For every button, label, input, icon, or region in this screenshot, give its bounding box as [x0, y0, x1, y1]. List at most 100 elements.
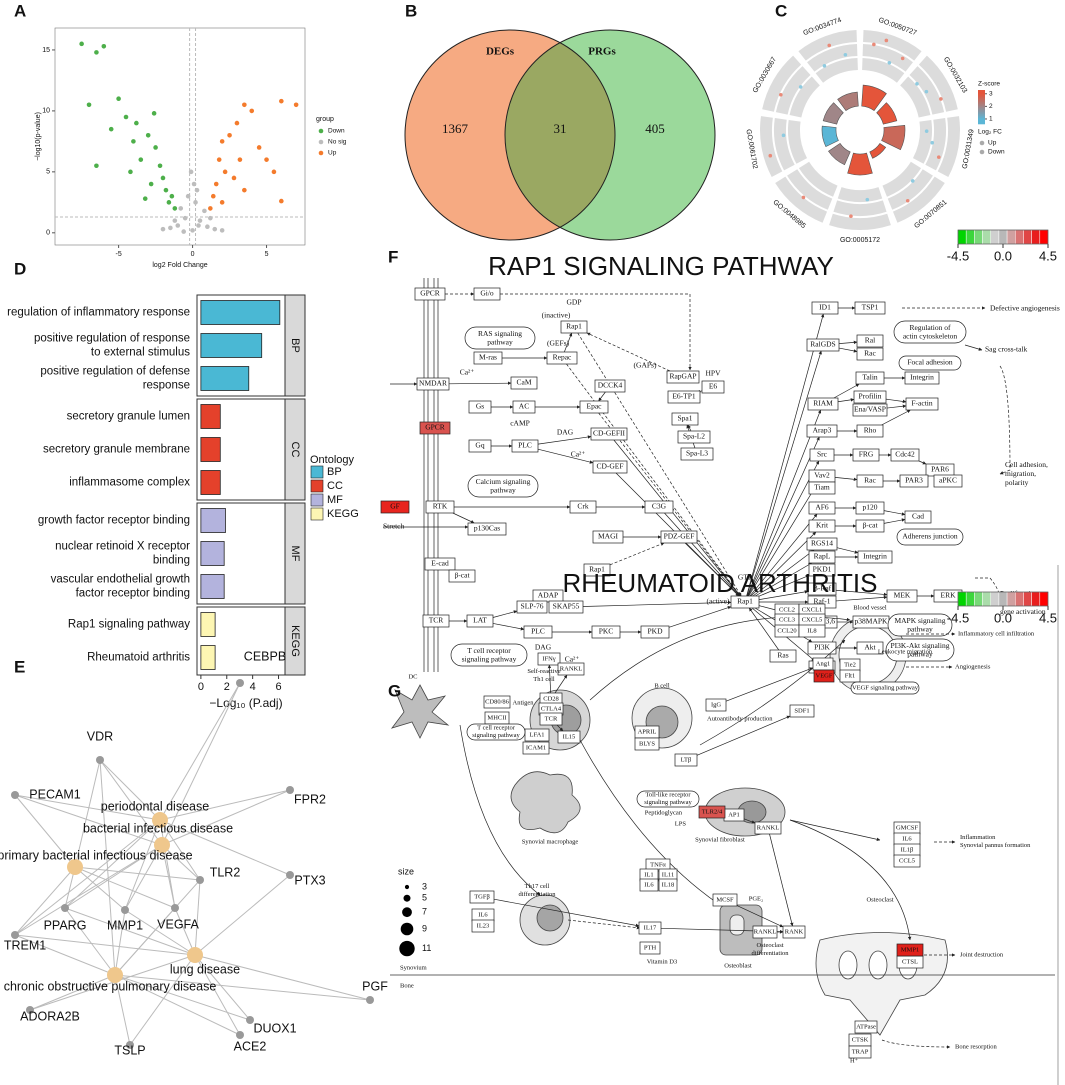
- gene-point: [798, 85, 803, 89]
- gene-box: [658, 878, 678, 892]
- legend-label: No sig: [328, 139, 347, 146]
- gene-label: CD-GEF: [596, 462, 623, 471]
- point: [175, 223, 181, 228]
- gene-label: Ang1: [816, 660, 830, 667]
- gene-label: IL6: [902, 835, 912, 842]
- point: [193, 200, 198, 205]
- zscore-bar: [861, 84, 887, 112]
- pathway-arrow: [755, 562, 812, 597]
- note: DAG: [535, 643, 552, 652]
- colorbar-cell: [1031, 591, 1041, 607]
- category-label: secretory granule lumen: [67, 411, 190, 423]
- bar: [200, 470, 221, 495]
- bar: [200, 404, 221, 429]
- point: [178, 206, 184, 211]
- gene-label: Profilin: [859, 392, 882, 401]
- venn-count: 31: [554, 121, 567, 136]
- colorbar-cell: [978, 102, 985, 105]
- colorbar-cell: [990, 591, 1000, 607]
- note: Autoantibody production: [707, 715, 773, 722]
- colorbar-cell: [982, 591, 991, 607]
- gene-label: ICAM1: [526, 744, 546, 751]
- colorbar-cell: [978, 92, 985, 95]
- colorbar-cell: [1006, 591, 1016, 607]
- pathway-connector: [964, 344, 983, 351]
- bar: [200, 645, 216, 670]
- point: [148, 181, 154, 187]
- pathway-arrow: [493, 898, 640, 928]
- point: [197, 218, 203, 223]
- note: cAMP: [510, 419, 530, 428]
- node-label: bacterial infectious disease: [83, 821, 233, 835]
- gene-label: Spa-L3: [686, 449, 708, 458]
- note: (active): [707, 597, 730, 606]
- gene-box: [579, 400, 609, 414]
- note: Stretch: [383, 522, 404, 531]
- legend-label: Down: [328, 128, 345, 135]
- gene-label: TNFα: [650, 861, 666, 868]
- pathway-arrow: [563, 332, 573, 353]
- panel-label: G: [388, 681, 401, 700]
- facet-label: KEGG: [289, 625, 301, 657]
- membrane: [423, 278, 439, 672]
- point: [202, 208, 207, 214]
- gene-box: [510, 376, 538, 390]
- point: [242, 187, 247, 193]
- node-label: PECAM1: [29, 787, 80, 801]
- gene-label: Vav2: [814, 471, 830, 480]
- colorbar-cell: [1039, 591, 1049, 607]
- network-edge: [64, 844, 163, 909]
- pathway-arrow: [736, 905, 784, 928]
- panel-label: D: [14, 259, 26, 278]
- gene-label: aPKC: [939, 476, 957, 485]
- network-edge: [174, 907, 196, 956]
- gene-label: APRIL: [638, 728, 657, 735]
- network-edge: [159, 819, 176, 909]
- category-label: positive regulation of defense response: [40, 366, 190, 392]
- size-label: 9: [422, 923, 427, 933]
- gene-point: [779, 92, 783, 97]
- colorbar-cell: [1023, 229, 1032, 245]
- pathway-arrow: [746, 313, 825, 597]
- node-label: VDR: [87, 729, 113, 743]
- note: DC: [408, 673, 417, 680]
- ring-band: [882, 161, 922, 197]
- gene-label: E6-TP1: [672, 392, 696, 401]
- pathway-link: [893, 320, 967, 344]
- gene-label: TGFβ: [474, 893, 490, 900]
- note: Ca²⁺: [571, 450, 586, 459]
- pathway-arrow: [769, 833, 794, 927]
- network-edge: [194, 954, 371, 1001]
- node-label: ADORA2B: [20, 1009, 80, 1023]
- legend-label: KEGG: [327, 508, 359, 520]
- ring-band: [774, 118, 795, 171]
- gene-label: E-cad: [431, 559, 449, 568]
- pathway-arrow: [725, 667, 814, 702]
- gene-box: [511, 439, 539, 453]
- gene-box: [591, 625, 621, 639]
- note: Osteoblast: [724, 962, 752, 969]
- gene-label: CaM: [517, 378, 532, 387]
- gene-label: NMDAR: [419, 379, 447, 388]
- gene-label: TCR: [545, 715, 558, 722]
- network-edge: [194, 954, 241, 1036]
- gene-label: B-Raf: [813, 584, 832, 593]
- point: [128, 169, 133, 175]
- point: [131, 139, 136, 144]
- note: GDP: [566, 298, 581, 307]
- gene-box: [730, 595, 760, 609]
- point: [279, 98, 284, 104]
- network-edge: [114, 974, 251, 1021]
- gene-box: [671, 412, 699, 426]
- legend-title: group: [316, 116, 334, 123]
- point: [205, 224, 210, 230]
- point: [237, 157, 243, 162]
- x-tick-label: 6: [275, 681, 281, 693]
- gene-box: [448, 569, 476, 583]
- legend-title: Ontology: [310, 454, 355, 466]
- point: [208, 215, 213, 221]
- gene-label: SLP-76: [521, 602, 544, 611]
- pathway-arrow: [566, 363, 741, 597]
- note: Bone: [400, 982, 414, 989]
- network-edge: [74, 866, 201, 881]
